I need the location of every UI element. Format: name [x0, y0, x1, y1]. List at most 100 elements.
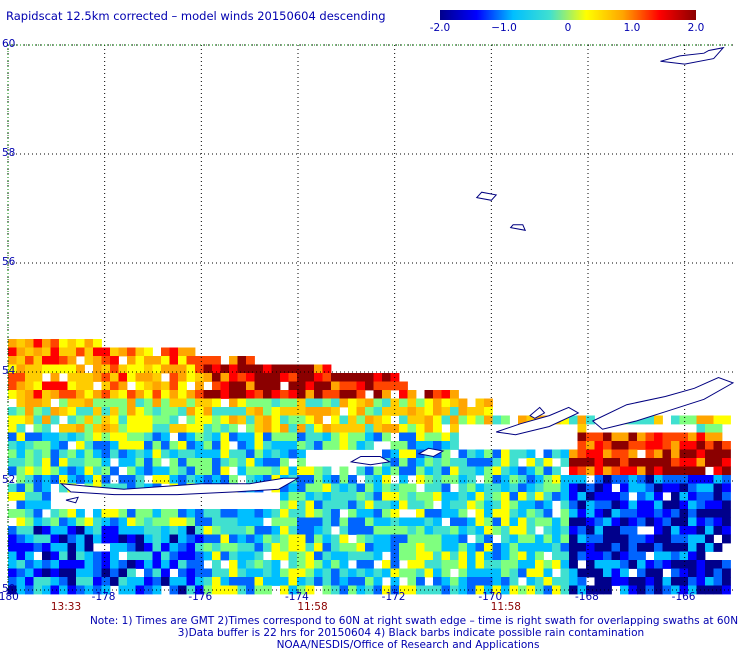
wind-cell [365, 483, 374, 493]
wind-cell [373, 483, 383, 493]
wind-cell [501, 500, 510, 510]
wind-cell [203, 543, 213, 552]
graticule [7, 44, 733, 591]
wind-cell [501, 475, 510, 484]
wind-cell [696, 424, 706, 433]
wind-cell [212, 449, 221, 459]
wind-cell [169, 517, 179, 527]
wind-cell [543, 492, 553, 501]
wind-cell [671, 458, 680, 467]
wind-cell [195, 441, 204, 450]
wind-cell [186, 585, 196, 595]
wind-cell [450, 390, 459, 399]
wind-cell [594, 534, 604, 544]
wind-cell [662, 483, 672, 493]
wind-cell [152, 543, 162, 552]
wind-cell [433, 543, 442, 552]
wind-cell [144, 441, 153, 450]
wind-cell [322, 560, 332, 569]
wind-cell [458, 475, 468, 484]
wind-cell [93, 407, 102, 416]
wind-cell [611, 500, 621, 510]
wind-cell [118, 441, 128, 450]
wind-cell [186, 543, 196, 552]
wind-cell [263, 458, 272, 467]
wind-cell [484, 483, 493, 493]
wind-cell [407, 517, 417, 527]
wind-cell [195, 381, 204, 391]
wind-cell [297, 458, 306, 467]
wind-cell [407, 432, 417, 442]
wind-cell [688, 432, 697, 442]
wind-cell [16, 364, 26, 374]
wind-cell [178, 526, 187, 535]
wind-cell [212, 534, 221, 544]
wind-cell [322, 441, 332, 450]
wind-cell [195, 517, 204, 527]
wind-cell [365, 500, 374, 510]
wind-cell [339, 483, 349, 493]
wind-cell [152, 560, 162, 569]
wind-cell [297, 449, 306, 459]
wind-cell [280, 373, 289, 382]
coastlines [59, 46, 735, 504]
wind-cell [161, 560, 170, 569]
wind-cell [220, 424, 230, 433]
wind-cell [50, 449, 60, 459]
wind-cell [543, 500, 553, 510]
wind-cell [203, 466, 213, 476]
wind-cell [127, 534, 136, 544]
wind-cell [229, 407, 238, 416]
wind-cell [254, 432, 264, 442]
wind-cell [586, 526, 595, 535]
wind-cell [186, 517, 196, 527]
wind-cell [169, 551, 179, 561]
wind-cell [526, 568, 536, 578]
wind-cell [212, 526, 221, 535]
wind-cell [322, 398, 332, 408]
wind-cell [101, 568, 111, 578]
wind-cell [577, 432, 587, 442]
wind-cell [33, 407, 43, 416]
wind-cell [365, 585, 374, 595]
wind-cell [594, 543, 604, 552]
wind-cell [101, 466, 111, 476]
wind-cell [118, 526, 128, 535]
wind-cell [645, 568, 655, 578]
wind-cell [16, 509, 26, 518]
wind-cell [84, 415, 94, 425]
wind-cell [339, 517, 349, 527]
wind-cell [195, 415, 204, 425]
wind-cell [722, 509, 731, 518]
wind-cell [518, 543, 527, 552]
wind-cell [314, 534, 323, 544]
wind-cell [271, 415, 281, 425]
wind-cell [195, 534, 204, 544]
wind-cell [594, 585, 604, 595]
wind-cell [637, 534, 646, 544]
wind-cell [297, 475, 306, 484]
wind-cell [118, 509, 128, 518]
wind-cell [662, 585, 672, 595]
wind-cell [8, 458, 17, 467]
wind-cell [696, 560, 706, 569]
wind-cell [577, 517, 587, 527]
wind-cell [152, 568, 162, 578]
wind-cell [399, 543, 408, 552]
wind-cell [705, 509, 714, 518]
wind-cell [518, 500, 527, 510]
wind-cell [203, 449, 213, 459]
wind-cell [254, 441, 264, 450]
wind-cell [654, 475, 663, 484]
wind-cell [339, 432, 349, 442]
wind-cell [535, 577, 544, 586]
wind-cell [144, 449, 153, 459]
wind-cell [348, 483, 357, 493]
wind-cell [203, 364, 213, 374]
wind-cell [484, 577, 493, 586]
wind-cell [305, 432, 315, 442]
wind-cell [16, 449, 26, 459]
wind-cell [467, 492, 476, 501]
wind-cell [212, 568, 221, 578]
wind-cell [50, 432, 60, 442]
